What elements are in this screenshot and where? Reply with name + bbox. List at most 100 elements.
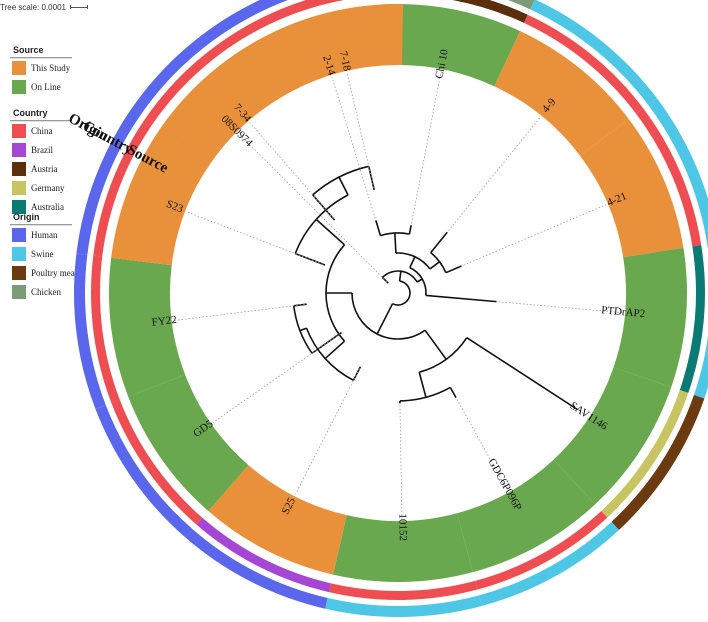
leader-line-08s0974 xyxy=(237,132,388,283)
origin-sector-ptdrap2 xyxy=(693,243,708,399)
origin-sector-gdc6p096p xyxy=(479,521,619,606)
leaf-label-s23: S23 xyxy=(164,198,185,216)
legend-item: This Study xyxy=(10,58,72,77)
legend-swatch xyxy=(12,199,26,214)
source-sector-fy22 xyxy=(109,257,186,397)
legend-source-title: Source xyxy=(10,43,72,58)
source-sector-chi-10 xyxy=(382,4,521,87)
leaf-label-ptdrap2: PTDrAP2 xyxy=(601,304,646,320)
country-sector-7-34 xyxy=(146,19,263,123)
origin-sector-4-21 xyxy=(647,98,708,245)
origin-sector-s25 xyxy=(185,529,328,609)
tree-branch-f xyxy=(418,371,427,398)
tree-branch-g xyxy=(424,329,447,360)
legend-item-label: China xyxy=(31,125,53,136)
legend-swatch xyxy=(12,180,26,195)
country-sector-4-9 xyxy=(523,14,644,114)
source-sector-7-34 xyxy=(161,35,295,163)
tree-scale-bar xyxy=(69,5,88,9)
origin-sector-s23 xyxy=(76,107,142,255)
legend-swatch xyxy=(12,142,26,157)
source-sector-gd5 xyxy=(128,374,249,512)
tree-branch-4-9 xyxy=(430,231,448,254)
tree-scale-label: Tree scale: 0.0001 xyxy=(0,2,66,12)
country-sector-gd5 xyxy=(111,399,203,525)
legend-swatch xyxy=(12,79,26,94)
legend-item-label: Australia xyxy=(31,201,64,212)
leader-line-fy22 xyxy=(173,304,305,321)
legend-source: Source This Study On Line xyxy=(10,43,72,96)
leader-line-7-34 xyxy=(249,122,334,219)
origin-sector-gd5 xyxy=(95,405,193,538)
country-sector-fy22 xyxy=(91,255,120,404)
tree-arc-k xyxy=(294,194,349,254)
leader-line-4-9 xyxy=(448,117,541,231)
country-sector-7-18 xyxy=(258,0,345,28)
leader-line-gd5 xyxy=(212,333,341,423)
tree-branch-chi-10 xyxy=(408,225,412,235)
source-sector-10152 xyxy=(332,513,473,583)
leader-line-7-18 xyxy=(346,72,375,189)
legend-item-label: Brazil xyxy=(31,144,53,155)
legend-item: Austria xyxy=(10,159,72,178)
tree-scale: Tree scale: 0.0001 xyxy=(0,0,88,14)
leader-line-sav1146 xyxy=(578,410,588,417)
tree-arc-m xyxy=(351,292,426,340)
legend-item-label: On Line xyxy=(31,81,61,92)
legend-item-label: This Study xyxy=(31,62,71,73)
tree-branch-a xyxy=(394,233,397,254)
legend-item: On Line xyxy=(10,77,72,96)
leaf-label-2-14: 2-14 xyxy=(320,54,338,77)
leader-line-10152 xyxy=(399,405,403,519)
tree-branch-gdc6p096p xyxy=(449,387,457,398)
leaf-label-7-18: 7-18 xyxy=(337,50,353,73)
legend-item: Poultry meat xyxy=(10,263,77,282)
legend-origin: Origin Human Swine Poultry meat Chicken xyxy=(10,210,77,301)
country-sector-chi-10 xyxy=(452,0,528,23)
country-sector-s23 xyxy=(93,116,154,257)
source-sector-4-9 xyxy=(494,31,629,156)
legend-item-label: Chicken xyxy=(31,286,61,297)
country-sector-ptdrap2 xyxy=(679,244,705,393)
legend-item: Chicken xyxy=(10,282,72,301)
legend-item-label: Poultry meat xyxy=(31,267,78,278)
tree-branch-k xyxy=(315,218,346,246)
country-sector-10152 xyxy=(328,580,478,600)
legend-swatch xyxy=(12,123,26,138)
tree-branch-b xyxy=(429,261,441,270)
source-sector-s23 xyxy=(111,127,212,266)
tree-arc-root xyxy=(392,280,411,306)
origin-sector-fy22 xyxy=(74,253,106,410)
leader-line-chi-10 xyxy=(411,71,442,224)
tree-branch-sav1146 xyxy=(466,336,578,411)
legend-item: Human xyxy=(10,225,72,244)
leaf-label-chi-10: Chi 10 xyxy=(433,48,451,80)
origin-sector-4-9 xyxy=(530,0,657,105)
legend-swatch xyxy=(12,227,26,242)
origin-sector-chi-10 xyxy=(507,0,535,10)
source-sector-gdc6p096p xyxy=(457,459,596,573)
legend-item: Brazil xyxy=(10,140,72,159)
tree-branch-h xyxy=(299,327,307,332)
country-sector-sav1146 xyxy=(601,390,689,518)
source-sector-s25 xyxy=(208,465,347,575)
leader-line-s25 xyxy=(295,368,360,495)
legend-item: Australia xyxy=(10,197,72,216)
legend-item-label: Swine xyxy=(31,248,54,259)
legend-swatch xyxy=(12,265,26,280)
legend-item: Swine xyxy=(10,244,72,263)
legend-item: China xyxy=(10,121,72,140)
legend-item-label: Germany xyxy=(31,182,65,193)
source-sector-7-18 xyxy=(266,3,404,90)
tree-branch-j xyxy=(338,176,349,196)
tree-branch-d xyxy=(416,278,423,283)
legend-country: Country China Brazil Austria Germany Aus… xyxy=(10,106,72,216)
legend-swatch xyxy=(12,284,26,299)
legend-country-title: Country xyxy=(10,106,72,121)
legend-origin-title: Origin xyxy=(10,210,72,225)
tree-branch-i xyxy=(324,340,346,360)
origin-sector-7-34 xyxy=(132,4,256,114)
leader-line-4-21 xyxy=(463,204,607,266)
tree-branch-4-21 xyxy=(445,265,462,274)
